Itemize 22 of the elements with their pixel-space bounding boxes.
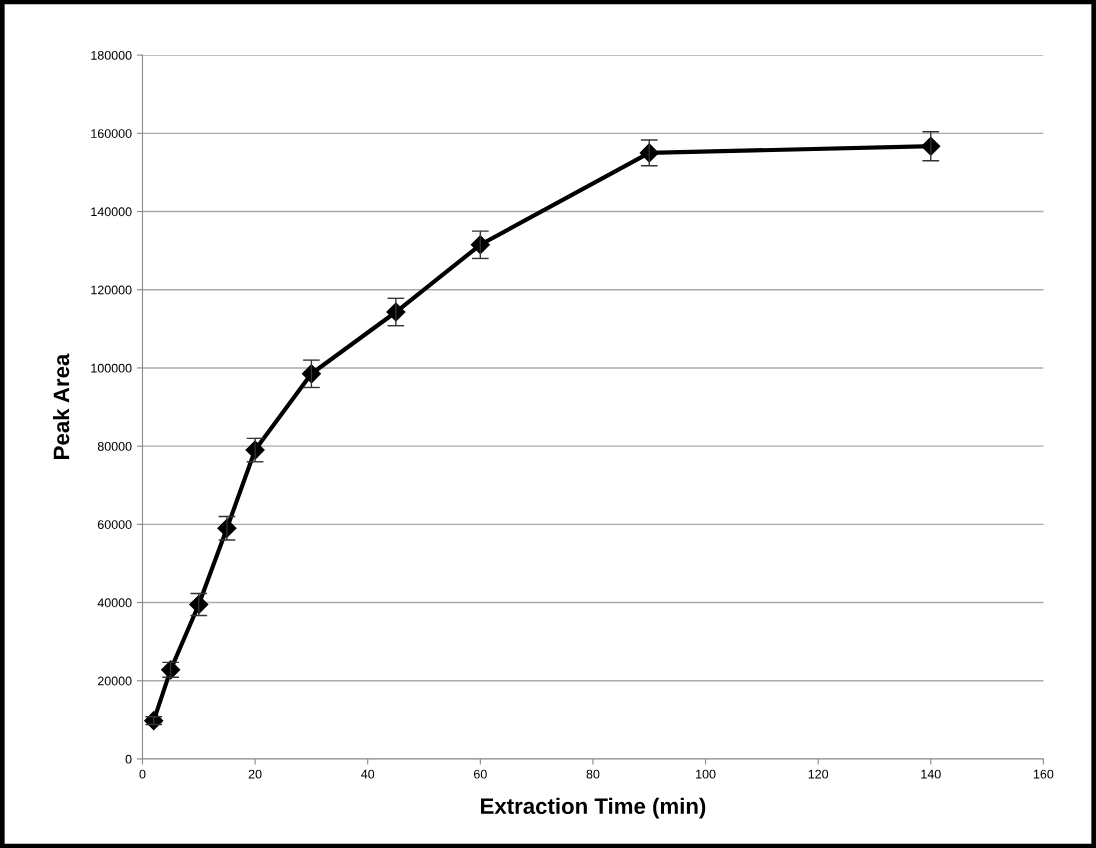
x-tick-label: 160 [1033, 769, 1054, 779]
x-tick-label: 140 [921, 769, 941, 779]
y-tick-label: 120000 [91, 285, 132, 295]
y-tick-label: 20000 [97, 676, 132, 686]
y-tick-label: 140000 [91, 207, 132, 217]
y-tick-label: 60000 [97, 520, 132, 529]
x-tick-label: 80 [586, 769, 600, 779]
x-tick-label: 20 [248, 769, 262, 779]
y-tick-label: 40000 [97, 598, 132, 608]
y-tick-label: 180000 [91, 50, 132, 60]
y-tick-label: 160000 [91, 129, 132, 138]
x-tick-label: 120 [808, 769, 829, 779]
point [301, 364, 321, 384]
y-axis-title: Peak Area [52, 353, 70, 459]
y-tick-label: 100000 [91, 363, 132, 373]
x-tick-label: 60 [474, 769, 487, 779]
x-tick-label: 100 [696, 769, 716, 779]
x-axis-title: Extraction Time (min) [481, 797, 706, 819]
y-tick-label: 0 [125, 754, 132, 764]
x-tick-label: 40 [361, 769, 375, 779]
y-tick-label: 80000 [97, 441, 132, 451]
x-tick-label: 0 [139, 769, 146, 779]
